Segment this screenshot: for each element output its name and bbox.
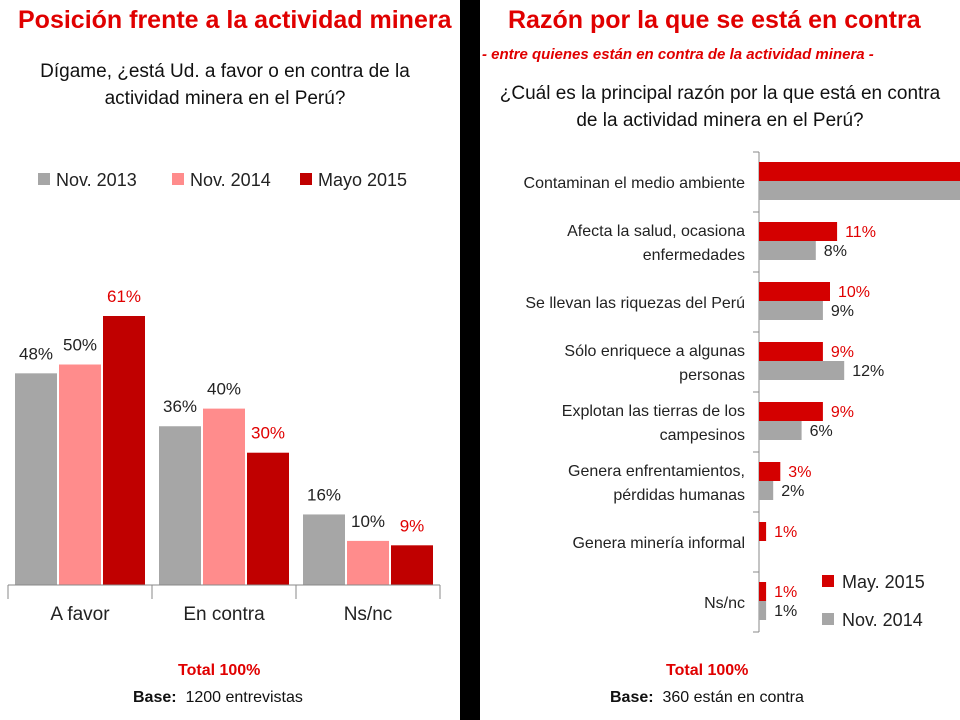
- right-base-value: 360 están en contra: [662, 689, 804, 706]
- bar-2-3: [247, 452, 289, 585]
- legend-label-2: Nov. 2014: [190, 170, 271, 190]
- bar-4-1: [759, 342, 823, 361]
- data-label-1-2: 50%: [63, 336, 97, 355]
- right-total: Total 100%: [666, 662, 749, 679]
- bar-1-2: [759, 181, 960, 200]
- data-label-3-1: 10%: [838, 284, 870, 301]
- bar-3-1: [303, 514, 345, 585]
- right-question-line-2: de la actividad minera en el Perú?: [576, 110, 864, 131]
- left-question: Dígame, ¿está Ud. a favor o en contra de…: [20, 58, 430, 112]
- data-label-2-2: 40%: [207, 380, 241, 399]
- data-label-3-2: 10%: [351, 512, 385, 531]
- right-base: Base: 360 están en contra: [610, 689, 804, 707]
- data-label-7-1: 1%: [774, 524, 797, 541]
- category-label-5-line-1: Explotan las tierras de los: [562, 403, 745, 420]
- category-label-6-line-2: pérdidas humanas: [613, 487, 745, 504]
- left-chart-title: Posición frente a la actividad minera: [18, 6, 452, 34]
- bar-2-2: [203, 408, 245, 585]
- data-label-2-1: 36%: [163, 397, 197, 416]
- category-label-4-line-1: Sólo enriquece a algunas: [564, 343, 745, 360]
- category-label-3: Se llevan las riquezas del Perú: [525, 295, 745, 312]
- data-label-6-1: 3%: [788, 464, 811, 481]
- bar-8-2: [759, 601, 767, 620]
- data-label-5-1: 9%: [831, 404, 854, 421]
- legend-label-3: Mayo 2015: [318, 170, 407, 190]
- category-label-2-line-2: enfermedades: [643, 247, 745, 264]
- bar-2-1: [759, 222, 838, 241]
- bar-1-2: [59, 364, 101, 585]
- bar-5-2: [759, 421, 802, 440]
- right-panel: Razón por la que se está en contra - ent…: [480, 0, 960, 720]
- data-label-4-1: 9%: [831, 344, 854, 361]
- category-label-1: Contaminan el medio ambiente: [524, 175, 746, 192]
- left-total: Total 100%: [178, 662, 261, 679]
- bar-6-1: [759, 462, 781, 481]
- legend-swatch-1: [822, 575, 834, 587]
- right-question: ¿Cuál es la principal razón por la que e…: [480, 80, 960, 134]
- category-label-6-line-1: Genera enfrentamientos,: [568, 463, 745, 480]
- data-label-2-2: 8%: [824, 243, 847, 260]
- data-label-6-2: 2%: [781, 483, 804, 500]
- bar-7-1: [759, 522, 767, 541]
- bar-2-1: [159, 426, 201, 585]
- bar-3-2: [347, 540, 389, 585]
- left-base-value: 1200 entrevistas: [185, 689, 303, 706]
- data-label-3-3: 9%: [400, 516, 425, 535]
- category-label-5-line-2: campesinos: [660, 427, 745, 444]
- right-question-line-1: ¿Cuál es la principal razón por la que e…: [499, 83, 941, 104]
- left-base-label: Base:: [133, 689, 177, 706]
- x-tick-label-1: A favor: [50, 604, 110, 625]
- bar-3-1: [759, 282, 830, 301]
- bar-4-2: [759, 361, 845, 380]
- bar-8-1: [759, 582, 767, 601]
- bar-5-1: [759, 402, 823, 421]
- right-bar-chart: Contaminan el medio ambiente56%62%Afecta…: [524, 151, 960, 633]
- bar-3-3: [391, 545, 433, 585]
- data-label-2-1: 11%: [845, 224, 876, 241]
- right-base-label: Base:: [610, 689, 654, 706]
- data-label-8-1: 1%: [774, 584, 797, 601]
- left-bar-chart: Nov. 2013 Nov. 2014 Mayo 2015 48% 50% 61% A fa…: [7, 170, 441, 625]
- data-label-3-1: 16%: [307, 485, 341, 504]
- data-label-3-2: 9%: [831, 303, 854, 320]
- data-label-4-2: 12%: [852, 363, 884, 380]
- legend-swatch-3: [300, 173, 312, 185]
- category-label-4-line-2: personas: [679, 367, 745, 384]
- data-label-1-1: 48%: [19, 344, 53, 363]
- data-label-5-2: 6%: [810, 423, 833, 440]
- legend-swatch-2: [172, 173, 184, 185]
- category-label-8: Ns/nc: [704, 595, 745, 612]
- bar-1-1: [759, 162, 960, 181]
- data-label-2-3: 30%: [251, 424, 285, 443]
- x-tick-label-3: Ns/nc: [344, 604, 393, 625]
- category-label-2-line-1: Afecta la salud, ocasiona: [567, 223, 745, 240]
- bar-2-2: [759, 241, 816, 260]
- data-label-1-3: 61%: [107, 287, 141, 306]
- bar-1-1: [15, 373, 57, 585]
- left-panel: Posición frente a la actividad minera Dí…: [0, 0, 460, 720]
- legend-label-2: Nov. 2014: [842, 610, 923, 630]
- left-question-line-2: actividad minera en el Perú?: [104, 88, 346, 109]
- legend-label-1: Nov. 2013: [56, 170, 137, 190]
- bar-6-2: [759, 481, 774, 500]
- data-label-8-2: 1%: [774, 603, 797, 620]
- right-chart-subtitle: - entre quienes están en contra de la ac…: [482, 46, 874, 63]
- right-chart-title: Razón por la que se está en contra: [508, 6, 921, 34]
- legend-label-1: May. 2015: [842, 572, 925, 592]
- legend-swatch-1: [38, 173, 50, 185]
- left-base: Base: 1200 entrevistas: [133, 689, 303, 707]
- left-question-line-1: Dígame, ¿está Ud. a favor o en contra de…: [40, 61, 410, 82]
- category-label-7: Genera minería informal: [572, 535, 745, 552]
- bar-1-3: [103, 316, 145, 585]
- x-tick-label-2: En contra: [183, 604, 265, 625]
- bar-3-2: [759, 301, 823, 320]
- legend-swatch-2: [822, 613, 834, 625]
